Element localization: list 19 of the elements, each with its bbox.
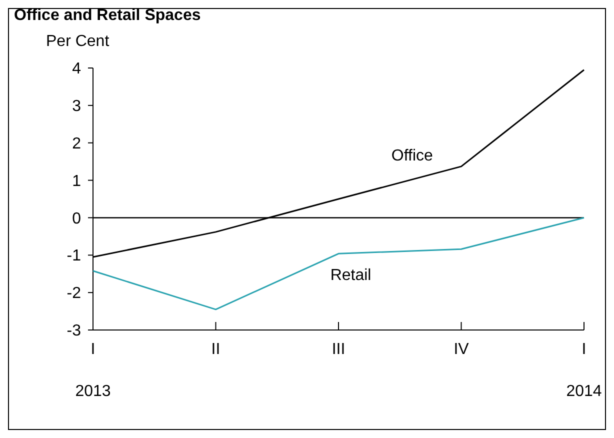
y-tick-label: 0: [72, 210, 82, 228]
x-tick-label: I: [582, 341, 586, 358]
x-tick-label: IV: [454, 341, 470, 358]
text: 2013: [75, 383, 111, 400]
y-axis-title: Per Cent: [46, 33, 110, 50]
series-label: Retail: [330, 266, 372, 284]
y-tick-label: 2: [72, 135, 82, 152]
y-tick-label: -2: [66, 285, 82, 302]
chart-title: Office and Retail Spaces: [14, 7, 201, 24]
y-tick-label: 4: [72, 60, 82, 78]
y-tick-label: -1: [66, 248, 82, 265]
x-tick-label: III: [332, 341, 346, 358]
y-tick-label: -3: [66, 322, 82, 340]
x-tick-label: II: [211, 341, 220, 358]
y-tick-label: 3: [72, 98, 82, 116]
x-tick-label: I: [90, 341, 96, 358]
series-label: Office: [391, 147, 433, 164]
text: 2014: [566, 383, 602, 400]
y-tick-label: 1: [72, 172, 82, 190]
